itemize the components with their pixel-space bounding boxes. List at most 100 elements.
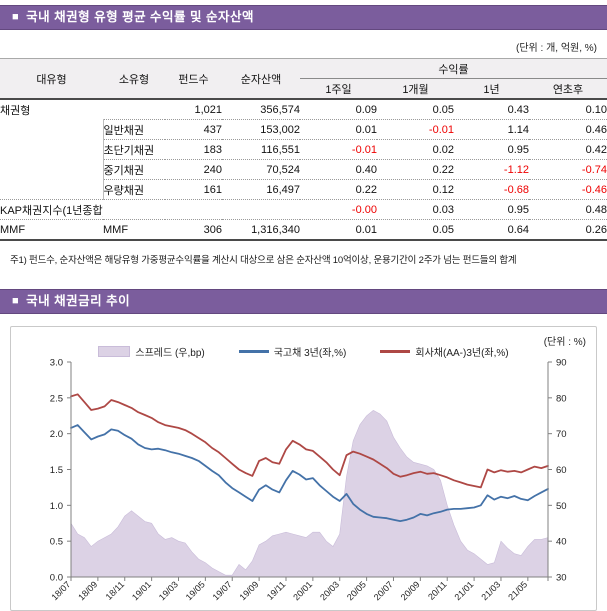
table-row: 중기채권 240 70,524 0.40 0.22 -1.12 -0.74 [0, 159, 607, 180]
x-axis-tick-label: 19/09 [238, 579, 261, 602]
cell-minor-type: 일반채권 [102, 119, 165, 140]
table-footnote: 주1) 펀드수, 순자산액은 해당유형 가중평균수익률을 계산시 대상으로 삼은… [10, 255, 517, 266]
cell-return-3: 0.46 [529, 119, 607, 140]
right-axis-tick-label: 40 [556, 537, 567, 548]
legend-area-swatch-icon [98, 346, 131, 357]
bond-rate-chart: (단위 : %) 스프레드 (우,bp) 국고채 3년(좌,%) 회사채(AA-)3… [10, 326, 597, 611]
cell-fund-count: 437 [165, 119, 222, 140]
cell-major-type: 채권형 [0, 104, 31, 117]
x-axis-tick-label: 19/11 [265, 579, 288, 602]
cell-minor-type: 우량채권 [102, 179, 165, 200]
cell-return-2: 1.14 [454, 119, 529, 140]
legend-label: 스프레드 (우,bp) [135, 348, 205, 359]
header-return-period-3: 연초후 [529, 78, 607, 99]
x-axis-tick-label: 19/03 [157, 579, 180, 602]
cell-fund-count: 306 [165, 219, 222, 240]
cell-major-type: MMF [0, 219, 103, 240]
table-row: 일반채권 437 153,002 0.01 -0.01 1.14 0.46 [0, 119, 607, 140]
table-unit-label: (단위 : 개, 억원, %) [516, 43, 597, 54]
cell-net-assets: 1,316,340 [222, 219, 300, 240]
cell-return-0: 0.22 [300, 179, 377, 200]
x-axis-tick-label: 20/01 [291, 579, 314, 602]
cell-net-assets: 116,551 [222, 139, 300, 160]
header-return-period-0: 1주일 [300, 78, 377, 99]
table-row: MMF MMF 306 1,316,340 0.01 0.05 0.64 0.26 [0, 219, 607, 240]
section1-title-banner: ■ 국내 채권형 유형 평균 수익률 및 순자산액 [0, 5, 607, 30]
series-area-spread [70, 410, 549, 578]
legend-line-swatch-icon [238, 350, 269, 353]
cell-return-0: 0.01 [300, 119, 377, 140]
cell-return-0: 0.09 [355, 103, 377, 116]
cell-major-type: KAP채권지수(1년종합) [0, 199, 103, 220]
header-minor-type: 소유형 [103, 58, 165, 99]
cell-return-2: 0.95 [454, 199, 529, 220]
right-axis-tick-label: 50 [556, 501, 567, 512]
header-returns-group: 수익률 [300, 58, 607, 79]
section1-title: 국내 채권형 유형 평균 수익률 및 순자산액 [26, 10, 254, 24]
square-bullet-icon: ■ [12, 295, 20, 307]
cell-return-1: 0.22 [377, 159, 454, 180]
x-axis-tick-label: 20/05 [345, 579, 368, 602]
cell-return-3: -0.74 [529, 159, 607, 180]
right-axis-tick-label: 80 [556, 393, 567, 404]
x-axis-tick-label: 20/07 [372, 579, 395, 602]
x-axis-tick-label: 18/09 [76, 579, 99, 602]
cell-minor-type [103, 199, 165, 220]
right-axis-tick-label: 90 [556, 358, 567, 369]
left-axis-tick-label: 1.5 [50, 465, 63, 476]
right-axis-tick-label: 70 [556, 429, 567, 440]
cell-fund-count: 240 [165, 159, 222, 180]
chart-legend: 스프레드 (우,bp) 국고채 3년(좌,%) 회사채(AA-)3년(좌,%) [11, 344, 596, 359]
section2-title: 국내 채권금리 추이 [26, 294, 131, 308]
cell-net-assets: 70,524 [222, 159, 300, 180]
header-return-period-1: 1개월 [377, 78, 454, 99]
table-row: 우량채권 161 16,497 0.22 0.12 -0.68 -0.46 [0, 179, 607, 200]
cell-fund-count: 1,021 [194, 103, 222, 116]
left-axis-tick-label: 0.0 [50, 573, 63, 584]
x-axis-tick-label: 19/01 [130, 579, 153, 602]
fund-returns-table: 대유형 소유형 펀드수 순자산액 수익률 1주일 1개월 1년 연초후 채권형 1,02… [0, 58, 607, 241]
cell-net-assets: 356,574 [260, 103, 300, 116]
header-major-type: 대유형 [0, 58, 103, 99]
legend-label: 회사채(AA-)3년(좌,%) [415, 348, 509, 359]
cell-major-type [0, 180, 103, 200]
table-row: 채권형 1,021 356,574 0.09 0.05 0.43 0.10 [0, 99, 607, 120]
x-axis-tick-label: 20/11 [426, 579, 449, 602]
x-axis-tick-label: 21/05 [506, 579, 529, 602]
x-axis-tick-label: 21/01 [453, 579, 476, 602]
cell-return-1: -0.01 [377, 119, 454, 140]
right-axis-tick-label: 60 [556, 465, 567, 476]
series-line-corporate [70, 393, 549, 489]
square-bullet-icon: ■ [12, 11, 20, 23]
legend-item: 국고채 3년(좌,%) [238, 344, 346, 359]
cell-return-2: -0.68 [454, 179, 529, 200]
cell-return-2: 0.95 [454, 139, 529, 160]
chart-unit-label: (단위 : %) [543, 337, 586, 348]
cell-return-2: -1.12 [454, 159, 529, 180]
legend-line-swatch-icon [380, 350, 411, 353]
legend-item: 회사채(AA-)3년(좌,%) [380, 344, 509, 359]
cell-return-0: -0.00 [300, 199, 377, 220]
table-body: 채권형 1,021 356,574 0.09 0.05 0.43 0.10 일반채권 437 15… [0, 99, 607, 240]
cell-return-3: 0.48 [529, 199, 607, 220]
legend-item: 스프레드 (우,bp) [98, 344, 205, 359]
x-axis-tick-label: 21/03 [479, 579, 502, 602]
cell-return-1: 0.03 [377, 199, 454, 220]
cell-return-3: 0.42 [529, 139, 607, 160]
cell-minor-type [103, 99, 165, 120]
cell-return-3: -0.46 [529, 179, 607, 200]
cell-return-2: 0.43 [507, 103, 529, 116]
series-line-treasury [70, 424, 549, 523]
cell-net-assets: 16,497 [222, 179, 300, 200]
left-axis-tick-label: 0.5 [50, 537, 63, 548]
header-fund-count: 펀드수 [165, 58, 222, 99]
cell-net-assets: 153,002 [222, 119, 300, 140]
section2-title-banner: ■ 국내 채권금리 추이 [0, 289, 607, 314]
x-axis-tick-label: 20/03 [318, 579, 341, 602]
cell-return-3: 0.10 [585, 103, 607, 116]
table-header: 대유형 소유형 펀드수 순자산액 수익률 1주일 1개월 1년 연초후 [0, 58, 607, 99]
cell-return-1: 0.05 [377, 219, 454, 240]
left-axis-tick-label: 2.0 [50, 429, 63, 440]
cell-return-1: 0.05 [432, 103, 454, 116]
x-axis-tick-label: 18/11 [104, 579, 127, 602]
